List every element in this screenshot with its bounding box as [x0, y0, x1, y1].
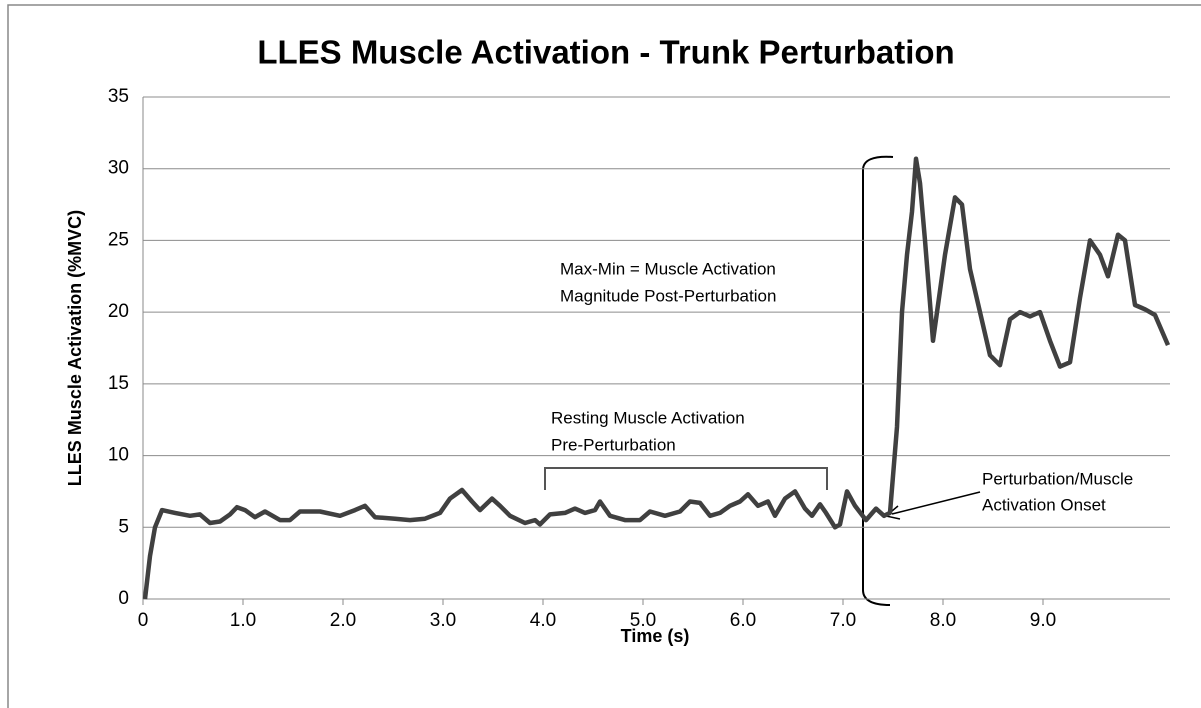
y-tick-label: 25	[108, 229, 129, 250]
y-tick-label: 30	[108, 158, 129, 179]
y-tick-label: 0	[118, 588, 129, 609]
frame	[7, 4, 1201, 708]
chart-title: LLES Muscle Activation - Trunk Perturbat…	[257, 34, 954, 71]
y-tick-label: 20	[108, 301, 129, 322]
x-tick-label: 8.0	[930, 610, 956, 631]
y-tick-label: 5	[118, 516, 129, 537]
x-tick-label: 9.0	[1030, 610, 1056, 631]
range-bracket	[862, 155, 894, 606]
y-tick-label: 15	[108, 373, 129, 394]
annotation: Magnitude Post-Perturbation	[560, 286, 776, 305]
x-tick-label: 3.0	[430, 610, 456, 631]
annotation: Activation Onset	[982, 495, 1106, 514]
x-tick-label: 2.0	[330, 610, 356, 631]
y-tick-label: 35	[108, 86, 129, 107]
onset-arrow	[891, 491, 981, 515]
y-tick-label: 10	[108, 445, 129, 466]
data-line	[142, 156, 1171, 600]
x-tick-label: 1.0	[230, 610, 256, 631]
annotation: Max-Min = Muscle Activation	[560, 259, 776, 278]
y-axis-label: LLES Muscle Activation (%MVC)	[65, 210, 85, 486]
x-axis-label: Time (s)	[621, 626, 690, 646]
x-tick-label: 7.0	[830, 610, 856, 631]
annotation: Resting Muscle Activation	[551, 408, 745, 427]
x-tick-label: 4.0	[530, 610, 556, 631]
annotation: Perturbation/Muscle	[982, 469, 1133, 488]
x-tick-label: 5.0	[630, 610, 656, 631]
x-tick-label: 6.0	[730, 610, 756, 631]
annotation: Pre-Perturbation	[551, 435, 676, 454]
x-tick-label: 0	[138, 610, 149, 631]
rest-bracket	[544, 467, 828, 490]
